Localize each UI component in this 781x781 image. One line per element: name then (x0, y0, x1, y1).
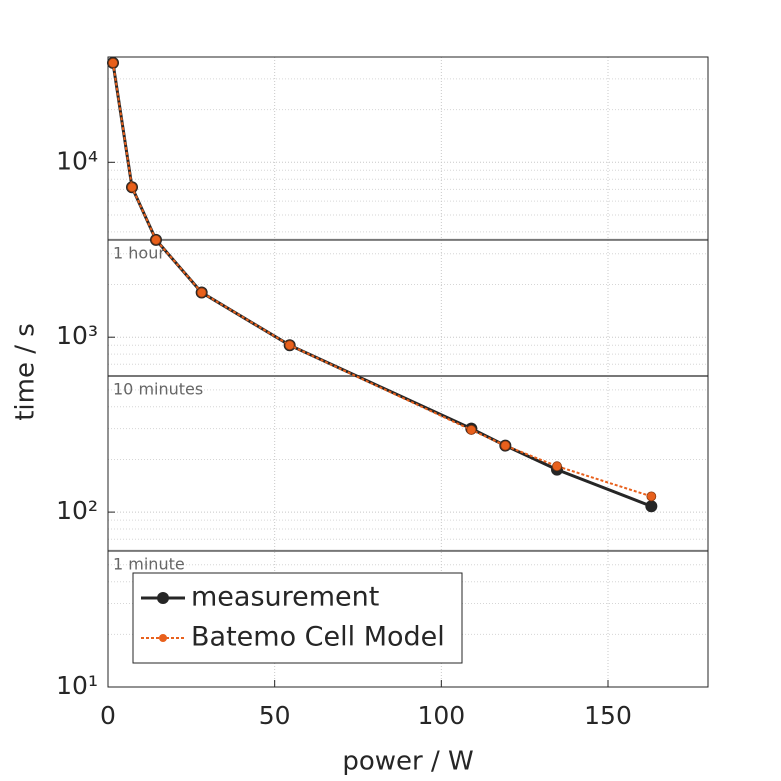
x-tick-label: 100 (417, 701, 465, 730)
y-tick-label: 10¹ (56, 671, 98, 700)
y-tick-label: 10⁴ (56, 146, 98, 175)
x-tick-label: 0 (100, 701, 116, 730)
data-point (552, 461, 562, 472)
legend-label: Batemo Cell Model (191, 622, 445, 653)
legend-box (132, 572, 463, 664)
data-point (466, 425, 477, 435)
data-point (127, 182, 137, 193)
reference-label: 1 minute (113, 554, 185, 573)
data-point (500, 440, 511, 451)
data-point (646, 491, 657, 502)
y-axis-label: time / s (11, 323, 41, 421)
data-point (645, 500, 658, 513)
data-point (151, 235, 161, 245)
x-tick-label: 150 (584, 701, 632, 730)
y-tick-label: 10² (56, 496, 98, 525)
reference-label: 10 minutes (113, 380, 203, 399)
legend-label: measurement (191, 582, 379, 613)
x-axis-label: power / W (342, 747, 473, 777)
legend-marker (157, 592, 169, 604)
x-tick-label: 50 (259, 701, 291, 730)
axes-box (107, 56, 709, 688)
data-point (108, 58, 118, 68)
data-point (196, 287, 207, 298)
data-point (284, 340, 295, 351)
reference-label: 1 hour (113, 243, 165, 262)
legend-marker (159, 634, 167, 642)
y-tick-label: 10³ (56, 321, 98, 350)
